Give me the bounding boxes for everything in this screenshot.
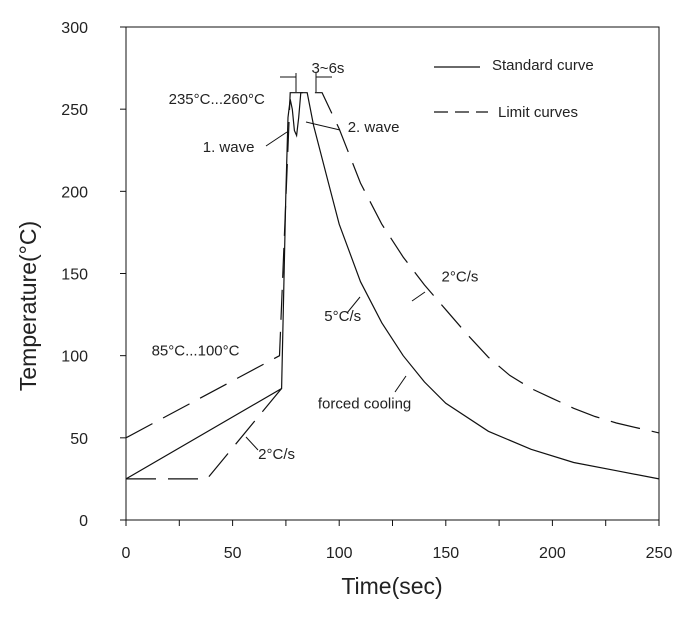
annotation-label: 85°C...100°C bbox=[152, 343, 240, 360]
legend: Standard curve Limit curves bbox=[434, 57, 594, 121]
callouts bbox=[245, 73, 426, 451]
y-tick-label: 0 bbox=[79, 513, 88, 530]
annotation-label: 2. wave bbox=[348, 119, 400, 136]
annotation-label: 3~6s bbox=[311, 60, 344, 77]
leader-2-wave bbox=[305, 121, 341, 131]
x-tick-label: 50 bbox=[224, 545, 242, 562]
x-tick-label: 200 bbox=[539, 545, 566, 562]
legend-label-limit: Limit curves bbox=[498, 104, 578, 121]
x-tick-label: 250 bbox=[646, 545, 673, 562]
y-tick-label: 100 bbox=[61, 349, 88, 366]
annotation-label: forced cooling bbox=[318, 395, 411, 412]
y-tick-label: 150 bbox=[61, 267, 88, 284]
x-tick-label: 0 bbox=[122, 545, 131, 562]
leader-2cs-lower bbox=[245, 436, 259, 451]
y-tick-label: 300 bbox=[61, 20, 88, 37]
y-tick-label: 50 bbox=[70, 431, 88, 448]
annotation-label: 2°C/s bbox=[442, 269, 479, 286]
y-axis-title: Temperature(°C) bbox=[15, 221, 41, 391]
annotation-label: 2°C/s bbox=[258, 446, 295, 463]
annotation-label: 235°C...260°C bbox=[169, 91, 265, 108]
leader-2cs-upper bbox=[411, 291, 426, 302]
x-tick-label: 100 bbox=[326, 545, 353, 562]
annotation-label: 5°C/s bbox=[324, 308, 361, 325]
leader-1-wave bbox=[265, 131, 288, 147]
y-tick-label: 250 bbox=[61, 102, 88, 119]
legend-label-standard: Standard curve bbox=[492, 57, 594, 74]
x-axis-title: Time(sec) bbox=[341, 573, 442, 599]
annotation-label: 1. wave bbox=[203, 139, 255, 156]
leader-5cs bbox=[346, 296, 361, 314]
y-tick-label: 200 bbox=[61, 184, 88, 201]
leader-forced-cooling bbox=[394, 375, 407, 393]
limit-curve-1 bbox=[125, 92, 660, 439]
x-tick-label: 150 bbox=[432, 545, 459, 562]
limit-curve-2 bbox=[126, 388, 283, 480]
